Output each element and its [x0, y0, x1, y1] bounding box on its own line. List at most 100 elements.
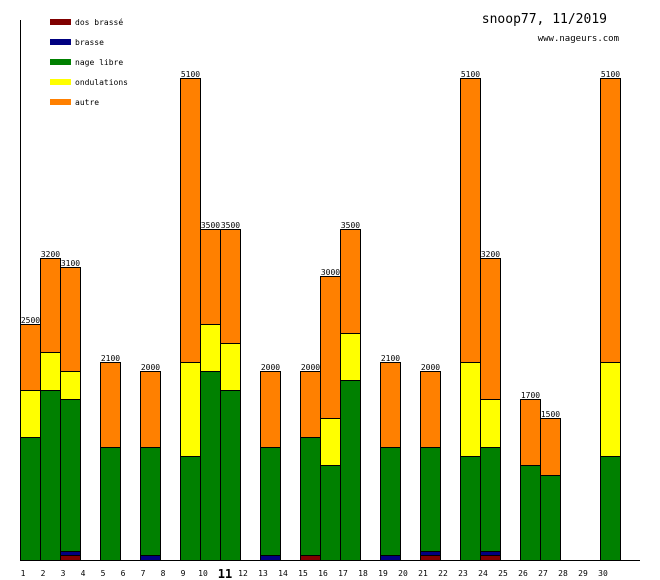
bar-segment-day23-ondulations — [460, 362, 481, 457]
x-tick-label: 15 — [298, 569, 308, 578]
bar-segment-day10-nage-libre — [200, 371, 221, 561]
chart-title: snoop77, 11/2019 — [482, 12, 607, 27]
legend-label: brasse — [75, 38, 104, 47]
bar-segment-day24-ondulations — [480, 399, 501, 448]
bar-segment-day17-ondulations — [340, 333, 361, 381]
x-tick-label: 7 — [141, 569, 146, 578]
x-tick-label: 9 — [181, 569, 186, 578]
bar-segment-day1-nage-libre — [20, 437, 41, 561]
x-tick-label: 10 — [198, 569, 208, 578]
bar-total-label: 3000 — [321, 268, 340, 277]
x-tick-label: 29 — [578, 569, 588, 578]
bar-segment-day21-brasse — [420, 551, 441, 556]
bar-segment-day26-nage-libre — [520, 465, 541, 561]
x-tick-label: 24 — [478, 569, 488, 578]
legend-label: ondulations — [75, 78, 128, 87]
legend-swatch — [50, 19, 71, 25]
bar-segment-day5-autre — [100, 362, 121, 448]
x-tick-label: 13 — [258, 569, 268, 578]
bar-segment-day23-autre — [460, 78, 481, 363]
bar-segment-day7-brasse — [140, 555, 161, 561]
bar-segment-day27-nage-libre — [540, 475, 561, 561]
x-tick-label: 4 — [81, 569, 86, 578]
bar-total-label: 1700 — [521, 391, 540, 400]
x-tick-labels: 1 2 3 4 5 6 7 8 9 10 11 12 13 14 15 16 17 18 19 20 21 22 23 24 2… — [21, 567, 608, 580]
bar-segment-day2-autre — [40, 258, 61, 353]
bar-segment-day1-ondulations — [20, 390, 41, 438]
bar-segment-day9-autre — [180, 78, 201, 363]
bar-segment-day11-nage-libre — [220, 390, 241, 561]
bar-total-label: 2000 — [261, 363, 280, 372]
bar-segment-day3-autre — [60, 267, 81, 372]
bar-total-label: 3200 — [41, 250, 60, 259]
bar-segment-day15-nage-libre — [300, 437, 321, 556]
bar-total-label: 5100 — [461, 70, 480, 79]
legend-swatch — [50, 59, 71, 65]
bar-segment-day16-nage-libre — [320, 465, 341, 561]
bar-total-label: 2500 — [21, 316, 40, 325]
bar-segment-day24-autre — [480, 258, 501, 400]
x-tick-label: 22 — [438, 569, 448, 578]
bar-segment-day21-dos-brassé — [420, 555, 441, 561]
bar-segment-day11-ondulations — [220, 343, 241, 391]
bar-total-label: 2100 — [101, 354, 120, 363]
bar-total-label: 3100 — [61, 259, 80, 268]
x-tick-label: 16 — [318, 569, 328, 578]
bars-layer — [20, 78, 621, 561]
x-tick-label: 20 — [398, 569, 408, 578]
chart-subtitle: www.nageurs.com — [538, 34, 619, 44]
x-tick-label: 25 — [498, 569, 508, 578]
bar-segment-day9-ondulations — [180, 362, 201, 457]
bar-segment-day1-autre — [20, 324, 41, 391]
bar-segment-day10-ondulations — [200, 324, 221, 372]
bar-segment-day15-autre — [300, 371, 321, 438]
x-tick-label: 6 — [121, 569, 126, 578]
x-tick-label: 14 — [278, 569, 288, 578]
x-tick-label: 8 — [161, 569, 166, 578]
bar-segment-day27-autre — [540, 418, 561, 476]
bar-total-label: 3200 — [481, 250, 500, 259]
bar-total-label: 3500 — [221, 221, 240, 230]
bar-segment-day30-autre — [600, 78, 621, 363]
bar-total-label: 2000 — [301, 363, 320, 372]
bar-total-label: 5100 — [601, 70, 620, 79]
bar-segment-day3-nage-libre — [60, 399, 81, 552]
bar-segment-day21-autre — [420, 371, 441, 448]
bar-segment-day13-brasse — [260, 555, 281, 561]
bar-total-label: 2000 — [421, 363, 440, 372]
bar-total-label: 3500 — [341, 221, 360, 230]
x-tick-label: 28 — [558, 569, 568, 578]
bar-segment-day24-nage-libre — [480, 447, 501, 552]
bar-segment-day26-autre — [520, 399, 541, 466]
legend-label: autre — [75, 98, 99, 107]
bar-total-label: 3500 — [201, 221, 220, 230]
x-tick-label: 5 — [101, 569, 106, 578]
x-tick-label: 1 — [21, 569, 26, 578]
x-tick-label: 23 — [458, 569, 468, 578]
legend: dos brassé brasse nage libre ondulations aut… — [50, 17, 128, 107]
bar-segment-day11-autre — [220, 229, 241, 344]
bar-segment-day13-nage-libre — [260, 447, 281, 556]
bar-segment-day9-nage-libre — [180, 456, 201, 561]
bar-segment-day3-dos-brassé — [60, 555, 81, 561]
bar-segment-day23-nage-libre — [460, 456, 481, 561]
bar-segment-day15-dos-brassé — [300, 555, 321, 561]
x-tick-label: 12 — [238, 569, 248, 578]
bar-segment-day30-ondulations — [600, 362, 621, 457]
bar-segment-day16-ondulations — [320, 418, 341, 466]
bar-segment-day16-autre — [320, 276, 341, 419]
bar-segment-day2-ondulations — [40, 352, 61, 391]
legend-swatch — [50, 99, 71, 105]
x-tick-label: 18 — [358, 569, 368, 578]
x-tick-label: 26 — [518, 569, 528, 578]
bar-segment-day19-brasse — [380, 555, 401, 561]
bar-total-label: 2100 — [381, 354, 400, 363]
x-tick-label: 30 — [598, 569, 608, 578]
bar-segment-day24-brasse — [480, 551, 501, 556]
x-tick-label: 17 — [338, 569, 348, 578]
bar-segment-day2-nage-libre — [40, 390, 61, 561]
legend-swatch — [50, 79, 71, 85]
bar-segment-day10-autre — [200, 229, 221, 325]
bar-segment-day24-dos-brassé — [480, 555, 501, 561]
